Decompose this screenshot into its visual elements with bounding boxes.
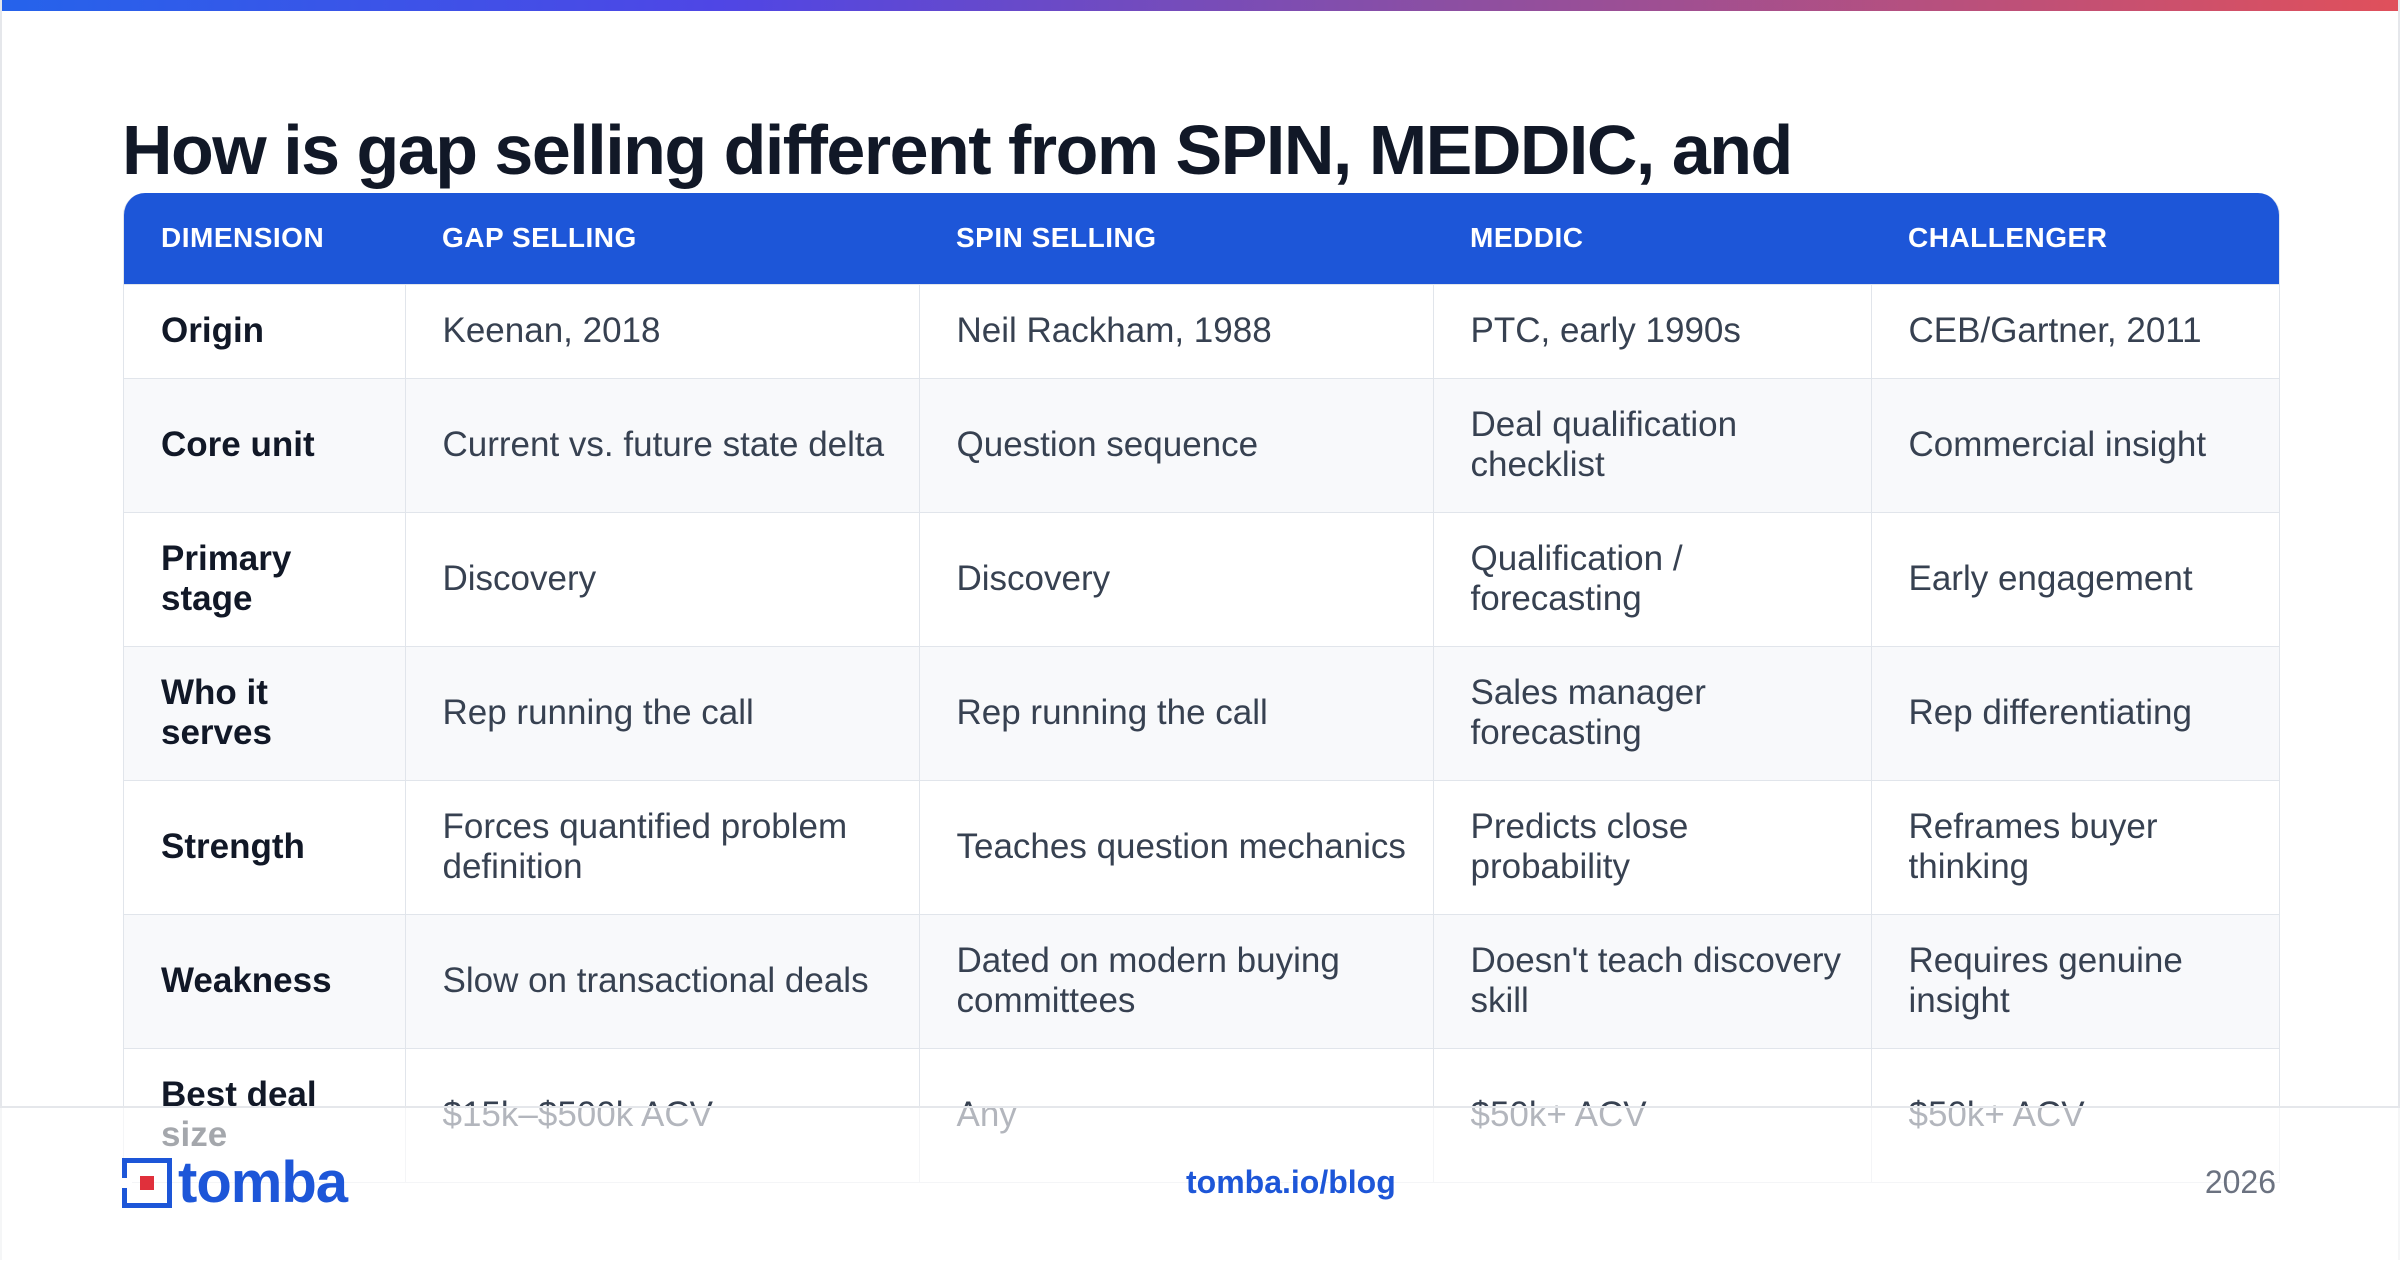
header-spin-selling: SPIN SELLING — [956, 222, 1157, 254]
footer-overlay — [0, 1106, 2400, 1262]
tomba-logo-icon — [122, 1158, 172, 1208]
table-cell: Early engagement — [1870, 511, 2279, 646]
row-label-strength: Strength — [124, 779, 405, 914]
table-cell: Forces quantified problem definition — [404, 779, 919, 914]
table-cell: Doesn't teach discovery skill — [1432, 913, 1871, 1048]
table-cell: CEB/Gartner, 2011 — [1870, 283, 2279, 378]
table-cell: Rep running the call — [918, 645, 1433, 780]
table-cell: Discovery — [918, 511, 1433, 646]
table-row-who-it-serves: Who it serves Rep running the call Rep r… — [124, 645, 2279, 780]
left-frame-line — [0, 0, 2, 1260]
table-cell: Sales manager forecasting — [1432, 645, 1871, 780]
row-label-who-it-serves: Who it serves — [124, 645, 405, 780]
page-title: How is gap selling different from SPIN, … — [122, 111, 1793, 189]
footer-year: 2026 — [2204, 1164, 2276, 1200]
table-cell: Teaches question mechanics — [918, 779, 1433, 914]
table-cell: Neil Rackham, 1988 — [918, 283, 1433, 378]
table-cell: Slow on transactional deals — [404, 913, 919, 1048]
table-cell: Current vs. future state delta — [404, 377, 919, 512]
table-row-strength: Strength Forces quantified problem defin… — [124, 779, 2279, 914]
tomba-logo[interactable]: tomba — [122, 1150, 348, 1215]
table-cell: Question sequence — [918, 377, 1433, 512]
row-label-origin: Origin — [124, 283, 405, 378]
table-cell: Predicts close probability — [1432, 779, 1871, 914]
header-meddic: MEDDIC — [1470, 222, 1584, 254]
table-row-primary-stage: Primary stage Discovery Discovery Qualif… — [124, 511, 2279, 646]
logo-wordmark: tomba — [178, 1150, 348, 1215]
table-cell: Rep running the call — [404, 645, 919, 780]
header-challenger: CHALLENGER — [1908, 222, 2108, 254]
top-gradient-bar — [0, 0, 2400, 11]
table-cell: Requires genuine insight — [1870, 913, 2279, 1048]
table-cell: Discovery — [404, 511, 919, 646]
table-cell: Keenan, 2018 — [404, 283, 919, 378]
table-row-core-unit: Core unit Current vs. future state delta… — [124, 377, 2279, 512]
row-label-weakness: Weakness — [124, 913, 405, 1048]
table-cell: Rep differentiating — [1870, 645, 2279, 780]
header-dimension: DIMENSION — [161, 222, 325, 254]
table-cell: Reframes buyer thinking — [1870, 779, 2279, 914]
header-gap-selling: GAP SELLING — [442, 222, 637, 254]
table-cell: Dated on modern buying committees — [918, 913, 1433, 1048]
table-row-weakness: Weakness Slow on transactional deals Dat… — [124, 913, 2279, 1048]
table-cell: Commercial insight — [1870, 377, 2279, 512]
table-header-row: DIMENSION GAP SELLING SPIN SELLING MEDDI… — [124, 193, 2279, 284]
blog-link[interactable]: tomba.io/blog — [1186, 1164, 1396, 1200]
table-cell: PTC, early 1990s — [1432, 283, 1871, 378]
row-label-core-unit: Core unit — [124, 377, 405, 512]
table-cell: Qualification / forecasting — [1432, 511, 1871, 646]
row-label-primary-stage: Primary stage — [124, 511, 405, 646]
right-frame-line — [2398, 0, 2400, 1260]
table-cell: Deal qualification checklist — [1432, 377, 1871, 512]
comparison-table: DIMENSION GAP SELLING SPIN SELLING MEDDI… — [123, 193, 2280, 1183]
table-row-origin: Origin Keenan, 2018 Neil Rackham, 1988 P… — [124, 283, 2279, 378]
